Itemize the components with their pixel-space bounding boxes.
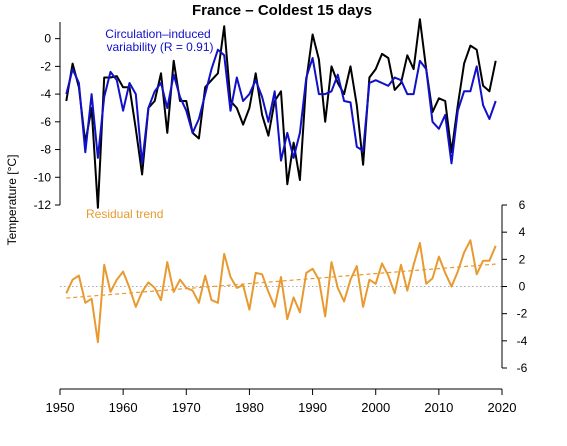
top-y-tick-label: -2 <box>40 59 51 73</box>
bottom-y-tick-label: -6 <box>517 361 528 375</box>
x-tick-label: 1950 <box>46 400 75 415</box>
x-tick-label: 2020 <box>488 400 517 415</box>
circulation-annotation-line1: Circulation–induced <box>105 27 210 41</box>
x-tick-label: 2010 <box>424 400 453 415</box>
top-y-tick-label: -4 <box>40 87 51 101</box>
top-panel: 0 -2 -4 -6 -8 -10 -12 <box>34 18 497 212</box>
top-y-tick-label: -8 <box>40 143 51 157</box>
x-tick-label: 1970 <box>172 400 201 415</box>
x-tick-label: 2000 <box>361 400 390 415</box>
observed-series-line <box>65 18 497 209</box>
bottom-y-tick-label: 4 <box>519 225 526 239</box>
top-y-tick-label: -12 <box>34 198 52 212</box>
top-y-tick-label: -10 <box>34 170 52 184</box>
bottom-y-tick-label: 2 <box>519 252 526 266</box>
x-axis: 1950 1960 1970 1980 1990 2000 2010 2020 <box>46 388 517 415</box>
bottom-y-tick-label: -4 <box>517 334 528 348</box>
top-y-tick-label: -6 <box>40 115 51 129</box>
x-tick-label: 1960 <box>109 400 138 415</box>
circulation-annotation-line2: variability (R = 0.91) <box>106 40 213 54</box>
y-axis-label: Temperature [°C] <box>5 155 19 246</box>
circulation-series-line <box>65 48 497 165</box>
top-y-tick-label: 0 <box>44 32 51 46</box>
x-tick-label: 1990 <box>298 400 327 415</box>
bottom-panel: 6 4 2 0 -2 -4 -6 <box>60 198 528 375</box>
bottom-y-tick-label: 0 <box>519 280 526 294</box>
bottom-y-tick-label: -2 <box>517 307 528 321</box>
chart-title: France – Coldest 15 days <box>192 2 372 19</box>
residual-series-line <box>65 239 497 344</box>
residual-trend-label: Residual trend <box>86 207 163 221</box>
x-tick-label: 1980 <box>235 400 264 415</box>
bottom-y-tick-label: 6 <box>519 198 526 212</box>
